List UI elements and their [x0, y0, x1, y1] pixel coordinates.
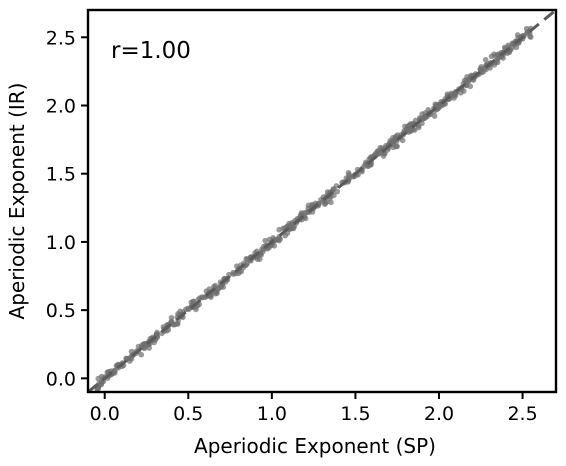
y-tick-label: 1.0 — [46, 232, 76, 254]
data-point — [141, 340, 148, 347]
data-point — [138, 351, 145, 358]
x-tick-label: 0.0 — [90, 403, 120, 425]
data-point — [214, 286, 221, 292]
data-point — [259, 246, 265, 253]
data-point — [282, 232, 289, 239]
y-tick-label: 0.5 — [46, 300, 76, 322]
data-point — [111, 367, 118, 374]
data-point — [226, 271, 232, 278]
data-point — [220, 284, 227, 290]
x-axis-title: Aperiodic Exponent (SP) — [194, 434, 436, 458]
data-point — [377, 150, 384, 156]
data-point — [482, 56, 489, 63]
y-axis-title: Aperiodic Exponent (IR) — [5, 83, 29, 320]
x-tick-label: 2.5 — [507, 403, 537, 425]
data-point — [448, 90, 455, 97]
y-tick-label: 0.0 — [46, 368, 76, 390]
data-point — [328, 199, 334, 206]
plot-frame — [86, 8, 558, 394]
data-point — [256, 256, 263, 263]
data-point — [464, 74, 470, 80]
data-point — [491, 51, 497, 57]
data-point — [527, 34, 534, 40]
x-axis-ticks: 0.0 0.5 1.0 1.5 2.0 2.5 — [90, 392, 538, 425]
data-point — [197, 295, 203, 301]
data-point — [457, 89, 464, 96]
x-tick-label: 1.5 — [340, 403, 370, 425]
identity-reference-line — [88, 10, 556, 392]
data-point — [289, 225, 296, 232]
y-tick-label: 2.5 — [46, 27, 76, 49]
data-point — [467, 83, 474, 90]
data-point — [478, 63, 485, 70]
data-point — [465, 78, 472, 85]
data-point — [394, 143, 400, 150]
data-point — [230, 269, 237, 276]
y-tick-label: 2.0 — [46, 96, 76, 118]
data-point — [270, 235, 276, 241]
data-point — [262, 237, 269, 244]
data-point — [193, 306, 199, 313]
data-point — [214, 290, 220, 297]
correlation-annotation: r=1.00 — [111, 38, 191, 64]
data-point — [431, 113, 438, 119]
y-axis-ticks: 0.0 0.5 1.0 1.5 2.0 2.5 — [46, 27, 88, 390]
data-point — [345, 169, 352, 176]
data-point — [361, 163, 367, 170]
x-tick-label: 1.0 — [257, 403, 287, 425]
data-point — [402, 123, 408, 130]
data-point — [399, 137, 406, 144]
x-tick-label: 0.5 — [173, 403, 203, 425]
data-point — [334, 188, 341, 195]
x-tick-label: 2.0 — [424, 403, 454, 425]
y-tick-label: 1.5 — [46, 164, 76, 186]
data-point — [415, 124, 422, 131]
data-point — [387, 137, 394, 144]
data-point — [321, 201, 328, 207]
data-point — [244, 256, 251, 262]
data-point — [452, 92, 459, 99]
